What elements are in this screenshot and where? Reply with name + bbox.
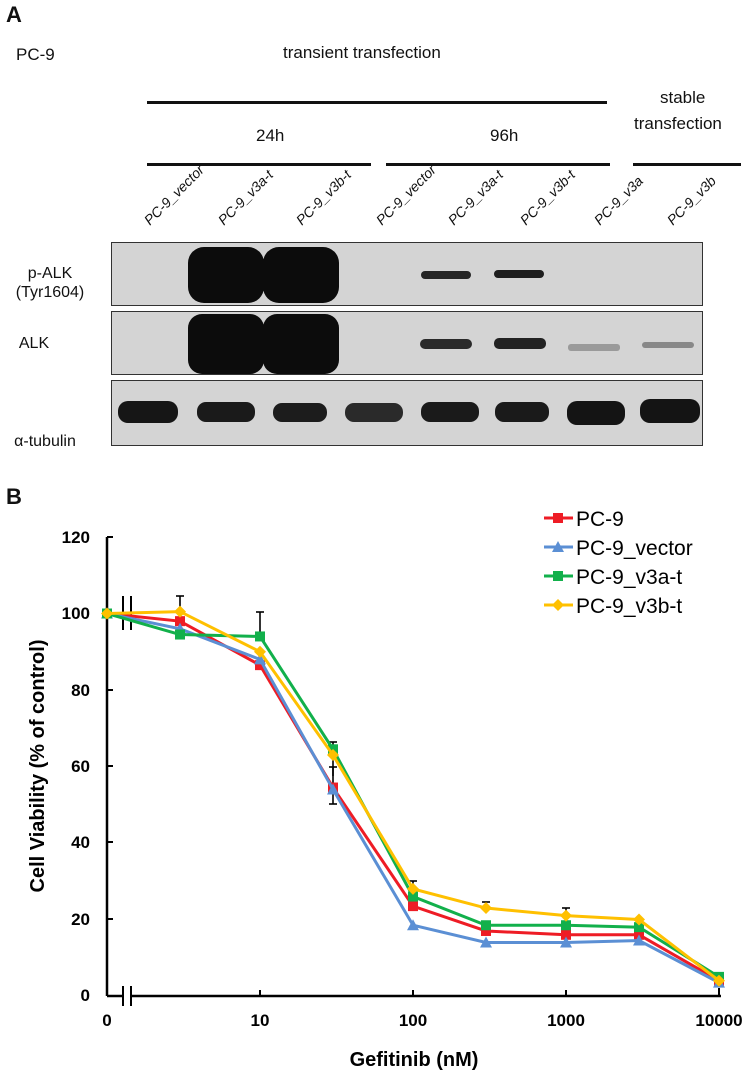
svg-text:60: 60 <box>71 757 90 776</box>
row-label-alk: ALK <box>18 335 50 352</box>
header-96h: 96h <box>490 126 519 145</box>
rule-stable <box>633 163 741 166</box>
row-label-p-alk: p-ALK (Tyr1604) <box>0 264 100 302</box>
cell-line-label: PC-9 <box>16 45 55 64</box>
blot-tubulin <box>111 380 703 446</box>
svg-text:20: 20 <box>71 910 90 929</box>
blot-bands <box>188 314 694 374</box>
header-transient: transient transfection <box>283 43 441 62</box>
header-stable-1: stable <box>660 88 706 107</box>
legend-label: PC-9 <box>576 508 624 531</box>
row-label-line: (Tyr1604) <box>15 284 85 302</box>
series-layer <box>101 605 725 988</box>
svg-text:1000: 1000 <box>547 1011 585 1030</box>
header-stable-2: transfection <box>634 114 722 133</box>
svg-text:10: 10 <box>251 1011 270 1030</box>
row-label-tubulin: α-tubulin <box>0 432 90 451</box>
legend-label: PC-9_v3b-t <box>576 595 682 618</box>
rule-96h <box>386 163 610 166</box>
y-tick-labels: 120 100 80 60 40 20 0 <box>62 528 90 1005</box>
svg-text:80: 80 <box>71 681 90 700</box>
blot-alk <box>111 311 703 375</box>
rule-transient <box>147 101 607 104</box>
row-label-line: α-tubulin <box>14 433 76 450</box>
blot-bands <box>188 247 544 303</box>
x-tick-labels: 0 10 100 1000 10000 <box>102 1011 742 1030</box>
series-pc-9-vector <box>101 607 725 988</box>
header-24h: 24h <box>256 126 285 145</box>
x-axis-title: Gefitinib (nM) <box>350 1049 479 1071</box>
svg-text:0: 0 <box>102 1011 111 1030</box>
svg-text:120: 120 <box>62 528 90 547</box>
legend-label: PC-9_v3a-t <box>576 566 682 589</box>
blot-bands <box>118 399 700 425</box>
y-axis-title: Cell Viability (% of control) <box>27 640 49 893</box>
series-pc-9-v3b-t <box>101 605 725 987</box>
svg-text:0: 0 <box>81 986 90 1005</box>
blot-p-alk <box>111 242 703 306</box>
error-bars <box>176 595 570 916</box>
panel-b-label: B <box>6 484 22 509</box>
legend-label: PC-9_vector <box>576 537 693 560</box>
svg-text:100: 100 <box>62 604 90 623</box>
svg-text:10000: 10000 <box>695 1011 742 1030</box>
rule-24h <box>147 163 371 166</box>
chart-legend: PC-9 PC-9_vector PC-9_v3a-t PC-9_v3b-t <box>544 508 693 618</box>
panel-a-label: A <box>6 2 22 27</box>
svg-text:40: 40 <box>71 833 90 852</box>
row-label-line: p-ALK <box>27 265 73 282</box>
svg-text:100: 100 <box>399 1011 427 1030</box>
